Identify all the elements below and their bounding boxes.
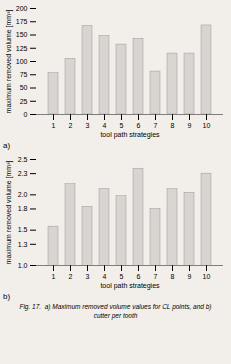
svg-text:10: 10: [203, 122, 211, 129]
svg-text:8: 8: [171, 122, 175, 129]
svg-text:4: 4: [103, 273, 107, 280]
svg-text:200: 200: [16, 5, 28, 12]
svg-text:3: 3: [86, 122, 90, 129]
svg-text:5: 5: [120, 122, 124, 129]
svg-text:9: 9: [188, 122, 192, 129]
svg-text:maximum removed volume [mm³]: maximum removed volume [mm³]: [5, 161, 13, 265]
html-text:b): b): [3, 292, 11, 301]
svg-text:7: 7: [154, 122, 158, 129]
svg-text:1: 1: [52, 122, 56, 129]
svg-text:125: 125: [16, 44, 28, 51]
svg-text:25: 25: [20, 97, 28, 104]
svg-text:5: 5: [120, 273, 124, 280]
svg-text:10: 10: [203, 273, 211, 280]
svg-text:2.5: 2.5: [18, 156, 28, 163]
svg-text:50: 50: [20, 84, 28, 91]
svg-text:175: 175: [16, 18, 28, 25]
html-text:a): a): [3, 141, 11, 150]
svg-text:9: 9: [188, 273, 192, 280]
svg-text:1.8: 1.8: [18, 205, 28, 212]
svg-text:7: 7: [154, 273, 158, 280]
html-text:cutter per tooth: cutter per tooth: [93, 312, 138, 319]
svg-text:1.0: 1.0: [18, 262, 28, 269]
svg-text:8: 8: [171, 273, 175, 280]
svg-text:3: 3: [86, 273, 90, 280]
svg-text:75: 75: [20, 71, 28, 78]
svg-text:100: 100: [16, 58, 28, 65]
svg-text:6: 6: [137, 122, 141, 129]
svg-text:2.3: 2.3: [18, 170, 28, 177]
svg-text:2: 2: [69, 122, 73, 129]
svg-text:6: 6: [137, 273, 141, 280]
svg-text:0: 0: [24, 111, 28, 118]
svg-text:tool path strategies: tool path strategies: [100, 282, 160, 290]
svg-text:150: 150: [16, 31, 28, 38]
svg-text:2: 2: [69, 273, 73, 280]
svg-text:2.0: 2.0: [18, 191, 28, 198]
svg-text:1.3: 1.3: [18, 241, 28, 248]
svg-text:1: 1: [52, 273, 56, 280]
svg-text:1.5: 1.5: [18, 226, 28, 233]
svg-text:tool path strategies: tool path strategies: [100, 131, 160, 139]
svg-text:maximum removed volume [mm³]: maximum removed volume [mm³]: [5, 10, 13, 114]
html-text:Fig. 17. a) Maximum removed vo: Fig. 17. a) Maximum removed volume value…: [19, 303, 212, 310]
svg-text:4: 4: [103, 122, 107, 129]
